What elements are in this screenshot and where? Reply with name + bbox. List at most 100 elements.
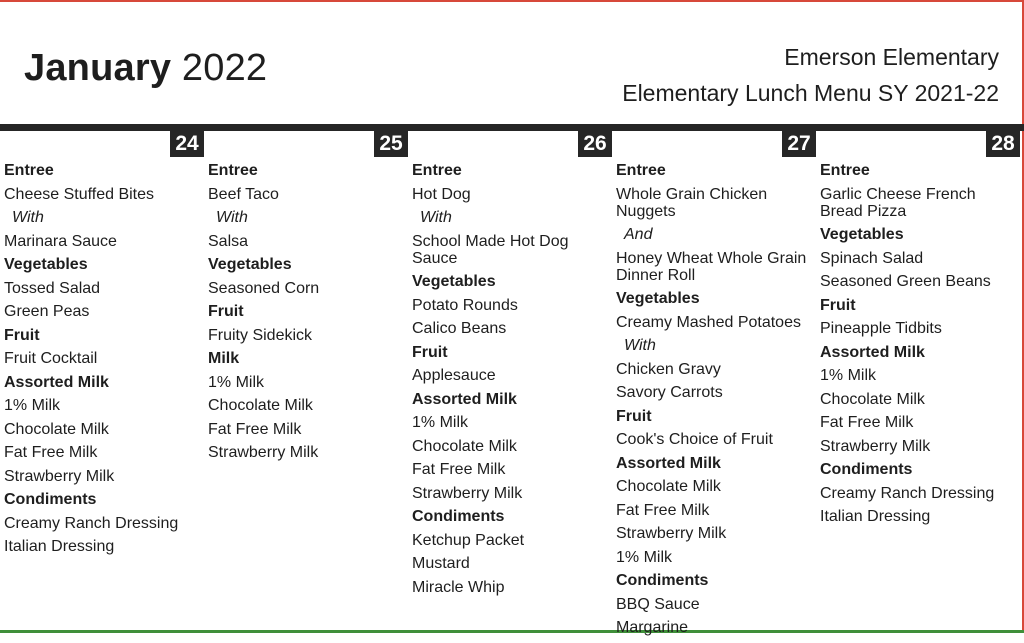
menu-item: 1% Milk xyxy=(208,373,265,391)
menu-item: School Made Hot Dog Sauce xyxy=(412,232,569,267)
menu-item: Whole Grain Chicken Nuggets xyxy=(616,185,768,220)
menu-item: Italian Dressing xyxy=(820,508,931,525)
menu-category-heading: Fruit xyxy=(820,296,856,314)
menu-item: Seasoned Corn xyxy=(208,279,320,297)
menu-category-heading: Condiments xyxy=(412,508,505,525)
menu-category-heading: Assorted Milk xyxy=(4,373,109,391)
menu-item: Garlic Cheese French Bread Pizza xyxy=(820,185,976,220)
top-accent-line xyxy=(0,0,1024,2)
menu-item: Fat Free Milk xyxy=(412,461,506,478)
menu-category-heading: Condiments xyxy=(820,461,913,478)
menu-category-heading: Assorted Milk xyxy=(412,390,517,408)
day-number-badge: 26 xyxy=(578,131,612,157)
menu-item: Hot Dog xyxy=(412,185,471,203)
menu-item: Honey Wheat Whole Grain Dinner Roll xyxy=(616,249,807,284)
menu-item: Fat Free Milk xyxy=(616,501,710,519)
menu-item: Chocolate Milk xyxy=(616,478,721,495)
menu-connector: With xyxy=(624,337,656,354)
menu-category-heading: Entree xyxy=(412,162,462,179)
day-column-25: 25 Entree Beef Taco With Salsa Vegetables Seas… xyxy=(204,131,408,631)
menu-item: Creamy Ranch Dressing xyxy=(4,514,179,532)
menu-category-heading: Entree xyxy=(820,162,870,179)
month-name: January xyxy=(24,47,172,89)
menu-item: Salsa xyxy=(208,232,249,250)
menu-category-heading: Condiments xyxy=(4,491,97,508)
menu-item: Strawberry Milk xyxy=(616,525,727,542)
menu-item: Strawberry Milk xyxy=(208,444,319,461)
menu-category-heading: Entree xyxy=(4,162,54,179)
menu-item-list: Entree Garlic Cheese French Bread Pizza Ve… xyxy=(820,162,1018,532)
menu-item: Applesauce xyxy=(412,367,496,384)
menu-item: Cook's Choice of Fruit xyxy=(616,431,773,448)
menu-connector: With xyxy=(216,209,248,226)
menu-item: Chocolate Milk xyxy=(4,420,109,438)
menu-item: Chocolate Milk xyxy=(412,437,517,455)
menu-category-heading: Milk xyxy=(208,350,240,367)
header-rule xyxy=(0,124,1024,131)
menu-item: Chicken Gravy xyxy=(616,360,721,378)
menu-item: Chocolate Milk xyxy=(208,397,313,414)
menu-item: Tossed Salad xyxy=(4,279,101,297)
menu-item: Fat Free Milk xyxy=(208,420,302,438)
menu-item: Creamy Mashed Potatoes xyxy=(616,313,801,331)
menu-item: Fat Free Milk xyxy=(820,414,914,431)
day-column-24: 24 Entree Cheese Stuffed Bites With Marinara… xyxy=(0,131,204,631)
menu-category-heading: Vegetables xyxy=(4,256,88,273)
menu-category-heading: Assorted Milk xyxy=(820,343,925,361)
menu-item-list: Entree Hot Dog With School Made Hot Dog Sau… xyxy=(412,162,610,602)
menu-item: Spinach Salad xyxy=(820,249,924,267)
menu-item: Creamy Ranch Dressing xyxy=(820,484,995,502)
menu-item: Ketchup Packet xyxy=(412,531,525,549)
menu-item-list: Entree Whole Grain Chicken Nuggets And Hone… xyxy=(616,162,814,643)
menu-item: Pineapple Tidbits xyxy=(820,320,942,337)
menu-category-heading: Entree xyxy=(208,162,258,179)
day-number-badge: 28 xyxy=(986,131,1020,157)
menu-item: Strawberry Milk xyxy=(412,484,523,502)
menu-item: Strawberry Milk xyxy=(820,437,931,455)
right-accent-line xyxy=(1022,0,1024,633)
menu-category-heading: Assorted Milk xyxy=(616,454,721,472)
menu-item: Cheese Stuffed Bites xyxy=(4,185,155,203)
menu-item: Margarine xyxy=(616,619,689,636)
menu-category-heading: Fruit xyxy=(208,303,244,320)
menu-item: Marinara Sauce xyxy=(4,232,117,250)
month-title: January 2022 xyxy=(24,47,267,90)
menu-item-list: Entree Cheese Stuffed Bites With Marinara S… xyxy=(4,162,202,562)
menu-item: Beef Taco xyxy=(208,185,279,203)
menu-item: Strawberry Milk xyxy=(4,467,115,485)
school-name: Emerson Elementary xyxy=(784,44,999,70)
menu-category-heading: Entree xyxy=(616,162,666,179)
menu-item: Fat Free Milk xyxy=(4,444,98,461)
menu-category-heading: Vegetables xyxy=(208,256,292,273)
menu-category-heading: Vegetables xyxy=(616,290,700,307)
day-number-badge: 25 xyxy=(374,131,408,157)
menu-item: Savory Carrots xyxy=(616,384,723,401)
menu-item: Potato Rounds xyxy=(412,296,518,314)
menu-item: Italian Dressing xyxy=(4,538,115,555)
menu-connector: With xyxy=(12,209,44,226)
menu-item: 1% Milk xyxy=(4,397,61,414)
bottom-accent-line xyxy=(0,630,1024,633)
menu-connector: And xyxy=(624,226,653,243)
day-number-badge: 24 xyxy=(170,131,204,157)
menu-category-heading: Vegetables xyxy=(820,226,904,243)
menu-item: Fruit Cocktail xyxy=(4,350,98,367)
menu-item: Fruity Sidekick xyxy=(208,326,313,344)
day-column-27: 27 Entree Whole Grain Chicken Nuggets And Ho… xyxy=(612,131,816,636)
year: 2022 xyxy=(181,47,268,89)
menu-title: Elementary Lunch Menu SY 2021-22 xyxy=(622,80,999,106)
menu-item: BBQ Sauce xyxy=(616,595,700,613)
menu-item: Seasoned Green Beans xyxy=(820,273,991,290)
menu-item-list: Entree Beef Taco With Salsa Vegetables Season… xyxy=(208,162,406,468)
menu-item: Calico Beans xyxy=(412,320,507,337)
menu-item: Chocolate Milk xyxy=(820,390,925,408)
menu-category-heading: Fruit xyxy=(412,343,448,361)
menu-item: 1% Milk xyxy=(820,367,877,384)
menu-item: 1% Milk xyxy=(616,548,673,566)
menu-category-heading: Fruit xyxy=(616,407,652,425)
day-column-28: 28 Entree Garlic Cheese French Bread Pizza… xyxy=(816,131,1020,631)
menu-item: Miracle Whip xyxy=(412,578,505,596)
menu-category-heading: Condiments xyxy=(616,572,709,589)
day-column-26: 26 Entree Hot Dog With School Made Hot Dog S… xyxy=(408,131,612,631)
menu-item: Green Peas xyxy=(4,303,90,320)
